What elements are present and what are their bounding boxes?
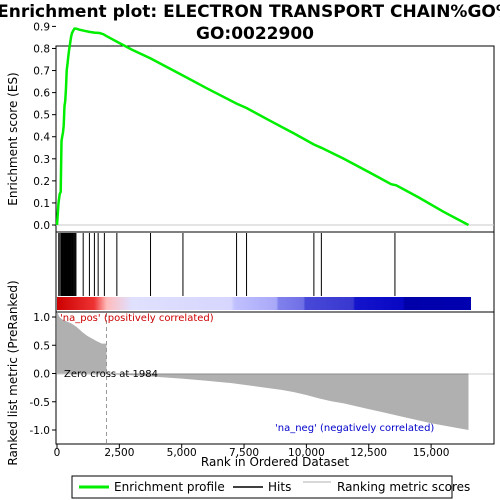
metric-y-tick-label: 0.5 <box>33 340 50 352</box>
es-y-tick-label: 0.6 <box>33 88 50 100</box>
ranking-color-bar <box>57 297 471 310</box>
es-y-tick-label: 0.2 <box>33 176 50 188</box>
es-y-tick-label: 0.3 <box>33 154 50 166</box>
x-tick-label: 0 <box>54 447 61 459</box>
es-y-tick-label: 0.9 <box>33 21 50 33</box>
chart-title-line1: Enrichment plot: ELECTRON TRANSPORT CHAI… <box>0 2 500 22</box>
legend-metric-label: Ranking metric scores <box>337 480 470 494</box>
x-tick-label: 5,000 <box>167 447 197 459</box>
metric-y-tick-label: 1.0 <box>33 312 50 324</box>
pos-annotation: 'na_pos' (positively correlated) <box>60 313 214 324</box>
x-tick-label: 10,000 <box>288 447 325 459</box>
x-axis-label: Rank in Ordered Dataset <box>201 455 349 469</box>
metric-y-tick-label: -0.5 <box>30 397 51 409</box>
legend-hits-label: Hits <box>268 480 291 494</box>
metric-y-axis-label: Ranked list metric (PreRanked) <box>6 280 20 465</box>
legend-enrichment-label: Enrichment profile <box>114 480 225 494</box>
x-tick-label: 12,500 <box>350 447 387 459</box>
es-y-tick-label: 0.5 <box>33 110 50 122</box>
metric-panel-frame <box>55 311 495 445</box>
es-y-axis-label: Enrichment score (ES) <box>6 72 20 205</box>
metric-y-tick-label: -1.0 <box>30 425 51 437</box>
x-tick-label: 2,500 <box>104 447 134 459</box>
enrichment-profile-line <box>55 27 470 227</box>
chart-title-line2: GO:0022900 <box>196 24 314 44</box>
x-tick-label: 15,000 <box>413 447 450 459</box>
neg-annotation: 'na_neg' (negatively correlated) <box>275 423 434 434</box>
metric-y-tick-label: 0.0 <box>33 369 50 381</box>
es-y-tick-label: 0.8 <box>33 43 50 55</box>
es-y-tick-label: 0.4 <box>33 132 50 144</box>
zero-cross-annotation: Zero cross at 1984 <box>64 369 158 380</box>
es-y-tick-label: 0.7 <box>33 66 50 78</box>
x-tick-label: 7,500 <box>229 447 259 459</box>
ranking-metric-area <box>57 311 469 430</box>
es-y-tick-label: 0.0 <box>33 220 50 232</box>
es-y-tick-label: 0.1 <box>33 198 50 210</box>
